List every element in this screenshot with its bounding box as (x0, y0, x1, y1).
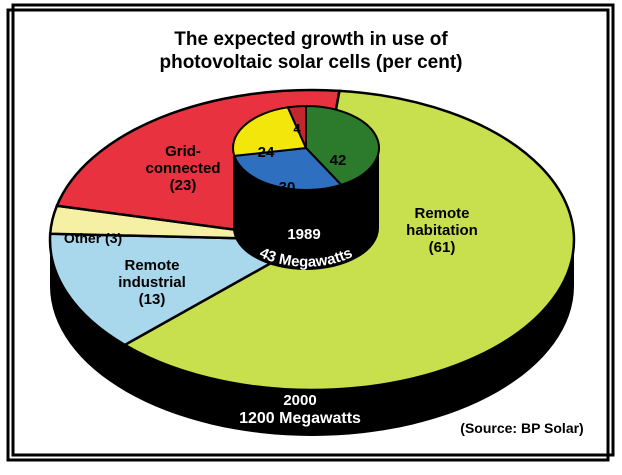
pie-1989-slice-other (286, 104, 307, 149)
pie-1989-label-other: 4 (293, 121, 301, 136)
pie-1989-label-grid-connected: 24 (258, 144, 275, 161)
pie-1989-cylinder (233, 148, 379, 270)
title-line-1: The expected growth in use of (174, 29, 448, 50)
pie-2000-slice-remote-industrial (48, 232, 317, 347)
pie-2000-label-line: habitation (406, 222, 478, 239)
pie-2000-side-wall (50, 240, 574, 436)
pie-1989-slice-remote-industrial (232, 146, 344, 191)
pie-1989-label-remote-industrial: 30 (279, 179, 296, 196)
pie-2000-label-line: Other (3) (64, 230, 122, 246)
pie-2000-label-remote-industrial: Remote industrial (13) (118, 257, 186, 308)
pie-2000-label-remote-habitation: Remote habitation (61) (406, 205, 478, 256)
pie-2000-label-grid-connected: Grid-connected (23) (145, 143, 220, 194)
pie-2000-label-line: Grid- (165, 143, 201, 160)
pie-2000-label-line: industrial (118, 274, 186, 291)
pie-2000-label-line: Remote (414, 205, 469, 222)
pie-2000-label-line: Remote (124, 257, 179, 274)
pie-2000-label-line: (23) (170, 177, 197, 194)
pie-1989-slice-grid-connected (232, 106, 308, 157)
pie-2000-label-other: Other (3) (64, 230, 122, 246)
title-line-2: photovoltaic solar cells (per cent) (159, 52, 463, 73)
chart-title: The expected growth in use of photovolta… (0, 28, 622, 74)
pie-2000-label-line: connected (145, 160, 220, 177)
pie-1989-label-remote-habitation: 42 (330, 152, 347, 169)
pie-1989-year: 1989 (287, 226, 320, 243)
source-note: (Source: BP Solar) (460, 420, 583, 436)
pie-2000-label-line: (61) (429, 239, 456, 256)
pie-2000-caption: 1200 Megawatts (239, 410, 361, 427)
pie-2000-label-line: (13) (139, 291, 166, 308)
pie-1989-slice-remote-habitation (305, 104, 380, 186)
pie-2000-year: 2000 (283, 392, 316, 409)
